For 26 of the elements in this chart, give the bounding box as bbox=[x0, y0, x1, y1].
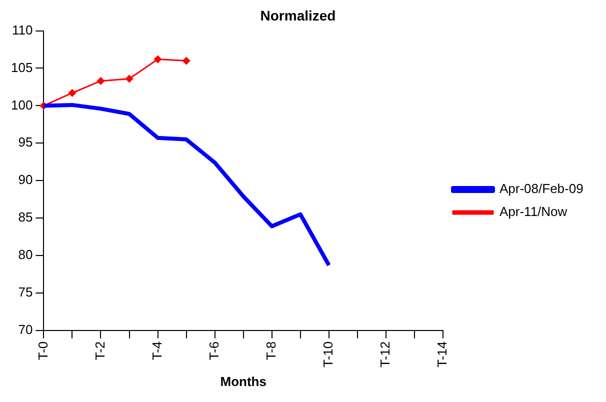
x-tick-label: T-0 bbox=[35, 341, 50, 360]
point bbox=[96, 77, 104, 85]
chart-title: Normalized bbox=[260, 7, 336, 24]
y-tick-label: 85 bbox=[18, 210, 33, 225]
point bbox=[68, 89, 76, 97]
y-tick-label: 75 bbox=[18, 284, 33, 300]
x-tick-label: T-8 bbox=[263, 341, 278, 360]
y-tick-label: 80 bbox=[18, 247, 33, 262]
x-axis-title: Months bbox=[220, 374, 266, 389]
legend-label: Apr-08/Feb-09 bbox=[500, 181, 584, 196]
y-tick-label: 105 bbox=[10, 60, 33, 75]
x-tick-label: T-14 bbox=[434, 341, 450, 368]
x-tick-label: T-10 bbox=[320, 341, 336, 368]
y-tick-label: 90 bbox=[18, 172, 33, 188]
point bbox=[154, 56, 162, 64]
y-tick-label: 100 bbox=[10, 97, 33, 112]
x-tick-label: T-6 bbox=[206, 341, 222, 360]
x-tick-label: T-2 bbox=[92, 341, 108, 360]
y-tick-label: 110 bbox=[12, 22, 33, 38]
point bbox=[126, 74, 134, 82]
y-tick-label: 95 bbox=[18, 134, 33, 150]
point bbox=[182, 57, 190, 65]
x-tick-label: T-12 bbox=[378, 341, 393, 368]
legend-label: Apr-11/Now bbox=[500, 204, 568, 220]
x-tick-label: T-4 bbox=[149, 341, 164, 360]
y-tick-label: 70 bbox=[18, 322, 33, 337]
